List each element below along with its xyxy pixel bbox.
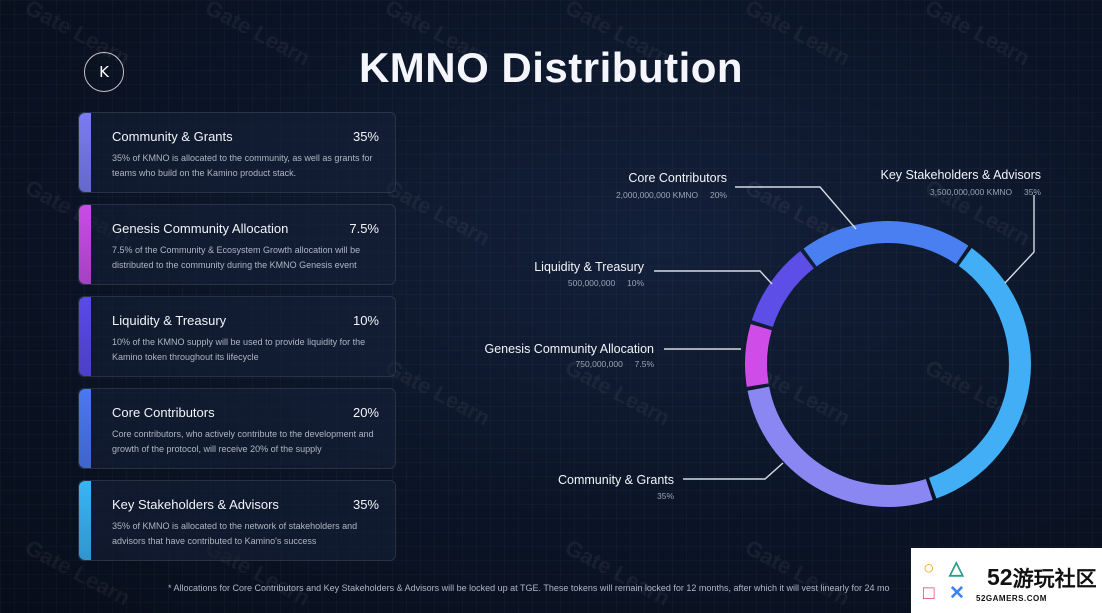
slice-value-label: 35% <box>657 491 674 501</box>
donut-slice <box>803 221 969 267</box>
donut-slice <box>745 324 772 387</box>
logo-glyph: K <box>99 63 109 81</box>
card-accent-bar <box>79 113 91 192</box>
card-percent: 20% <box>352 405 379 420</box>
card-percent: 35% <box>352 129 379 144</box>
slice-value-label: 500,000,000 10% <box>568 278 645 288</box>
allocation-card-core-contributors: Core Contributors 20% Core contributors,… <box>78 388 396 469</box>
card-description: 10% of the KMNO supply will be used to p… <box>112 337 366 362</box>
slice-value-label: 3,500,000,000 KMNO 35% <box>930 187 1041 197</box>
slice-name-label: Community & Grants <box>558 473 674 487</box>
page-title: KMNO Distribution <box>358 44 744 91</box>
cross-icon: ✕ <box>949 582 965 604</box>
controller-buttons-icon: ○ △ □ ✕ <box>923 555 979 607</box>
allocation-card-list: Community & Grants 35% 35% of KMNO is al… <box>78 112 396 572</box>
slice-name-label: Key Stakeholders & Advisors <box>881 168 1042 182</box>
triangle-icon: △ <box>949 557 964 579</box>
card-accent-bar <box>79 389 91 468</box>
donut-slice <box>928 248 1031 499</box>
badge-number: 52 <box>987 564 1013 590</box>
callout-line <box>654 270 773 285</box>
callout-line <box>683 462 784 480</box>
donut-slice <box>751 251 814 328</box>
badge-subtitle: 52GAMERS.COM <box>976 594 1047 603</box>
square-icon: □ <box>923 582 935 604</box>
slice-name-label: Liquidity & Treasury <box>534 260 645 274</box>
donut-slice <box>747 386 933 507</box>
card-description: 35% of KMNO is allocated to the network … <box>112 521 358 546</box>
allocation-card-genesis-community: Genesis Community Allocation 7.5% 7.5% o… <box>78 204 396 285</box>
slice-name-label: Core Contributors <box>628 171 727 185</box>
allocation-card-key-stakeholders: Key Stakeholders & Advisors 35% 35% of K… <box>78 480 396 561</box>
card-name: Core Contributors <box>112 405 215 420</box>
card-accent-bar <box>79 297 91 376</box>
circle-icon: ○ <box>923 557 935 579</box>
card-accent-bar <box>79 205 91 284</box>
allocation-card-liquidity-treasury: Liquidity & Treasury 10% 10% of the KMNO… <box>78 296 396 377</box>
card-name: Liquidity & Treasury <box>112 313 227 328</box>
card-percent: 10% <box>352 313 379 328</box>
kamino-logo: K <box>84 52 124 92</box>
card-description: 7.5% of the Community & Ecosystem Growth… <box>112 245 361 270</box>
callout-line <box>1004 195 1035 284</box>
card-percent: 35% <box>352 497 379 512</box>
card-description: Core contributors, who actively contribu… <box>112 429 374 454</box>
lockup-footnote: * Allocations for Core Contributors and … <box>168 583 890 593</box>
badge-text: 游玩社区 <box>1012 567 1097 591</box>
card-accent-bar <box>79 481 91 560</box>
card-percent: 7.5% <box>349 221 379 236</box>
card-description: 35% of KMNO is allocated to the communit… <box>112 153 373 178</box>
card-name: Community & Grants <box>112 129 233 144</box>
slice-value-label: 750,000,000 7.5% <box>576 359 655 369</box>
card-name: Genesis Community Allocation <box>112 221 289 236</box>
site-badge: ○ △ □ ✕ 52 游玩社区 <box>911 548 1102 613</box>
slice-value-label: 2,000,000,000 KMNO 20% <box>616 190 727 200</box>
card-name: Key Stakeholders & Advisors <box>112 497 279 512</box>
callout-line <box>735 186 857 230</box>
slice-name-label: Genesis Community Allocation <box>484 342 654 356</box>
allocation-card-community-grants: Community & Grants 35% 35% of KMNO is al… <box>78 112 396 193</box>
